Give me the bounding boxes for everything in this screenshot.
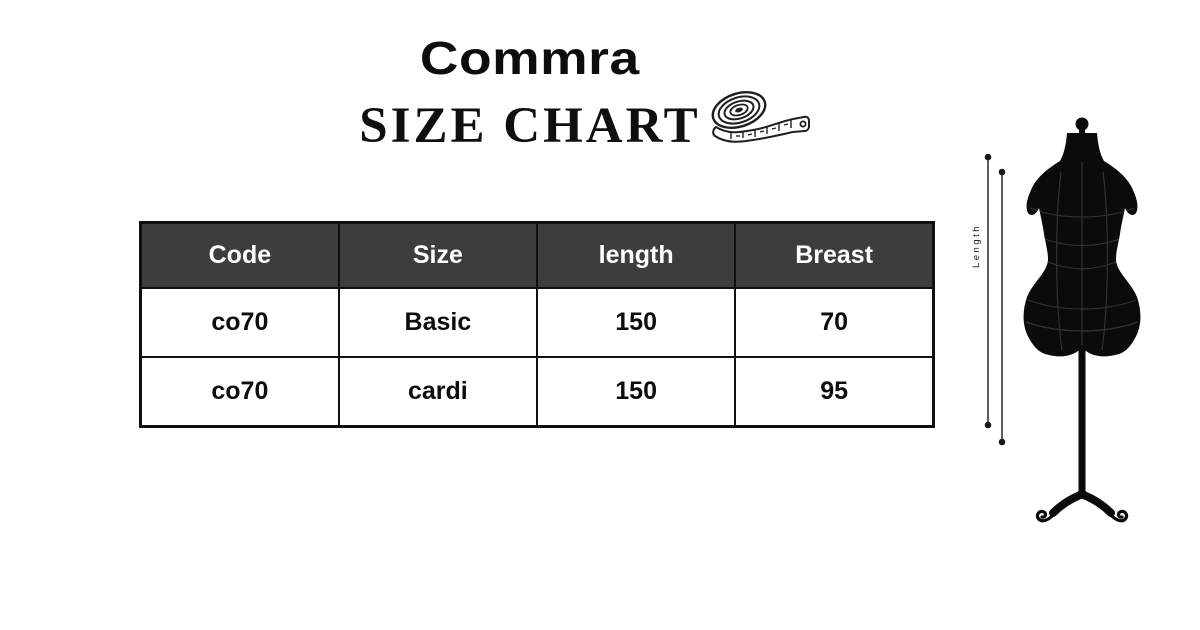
table-row: co70 cardi 150 95 [139, 356, 935, 428]
length-measure-lines [984, 153, 1006, 446]
table-cell-breast: 70 [734, 287, 935, 358]
length-label: Length [971, 224, 982, 268]
table-header-length: length [535, 221, 737, 289]
dress-form-icon: Length [971, 117, 1141, 523]
table-cell-size: Basic [337, 287, 539, 358]
table-header-breast: Breast [734, 221, 935, 289]
table-header-code: Code [139, 221, 340, 289]
mannequin-pole [1078, 345, 1086, 498]
table-cell-length: 150 [535, 287, 737, 358]
table-header-row: Code Size length Breast [139, 221, 935, 289]
table-cell-length: 150 [535, 356, 737, 428]
table-row: co70 Basic 150 70 [139, 287, 935, 358]
header: Commra [0, 31, 1060, 85]
brand-logo: Commra [420, 32, 640, 84]
measuring-tape-icon [711, 91, 810, 143]
table-cell-size: cardi [337, 356, 539, 428]
table-cell-code: co70 [139, 287, 340, 358]
size-chart-table: Code Size length Breast co70 Basic 150 7… [139, 221, 935, 428]
title-row: SIZE CHART [0, 97, 1060, 155]
table-cell-breast: 95 [734, 356, 935, 428]
mannequin-base [1035, 490, 1129, 523]
page-title: SIZE CHART [359, 98, 701, 154]
mannequin-knob-icon [1075, 117, 1089, 131]
table-cell-code: co70 [139, 356, 340, 428]
table-header-size: Size [337, 221, 539, 289]
